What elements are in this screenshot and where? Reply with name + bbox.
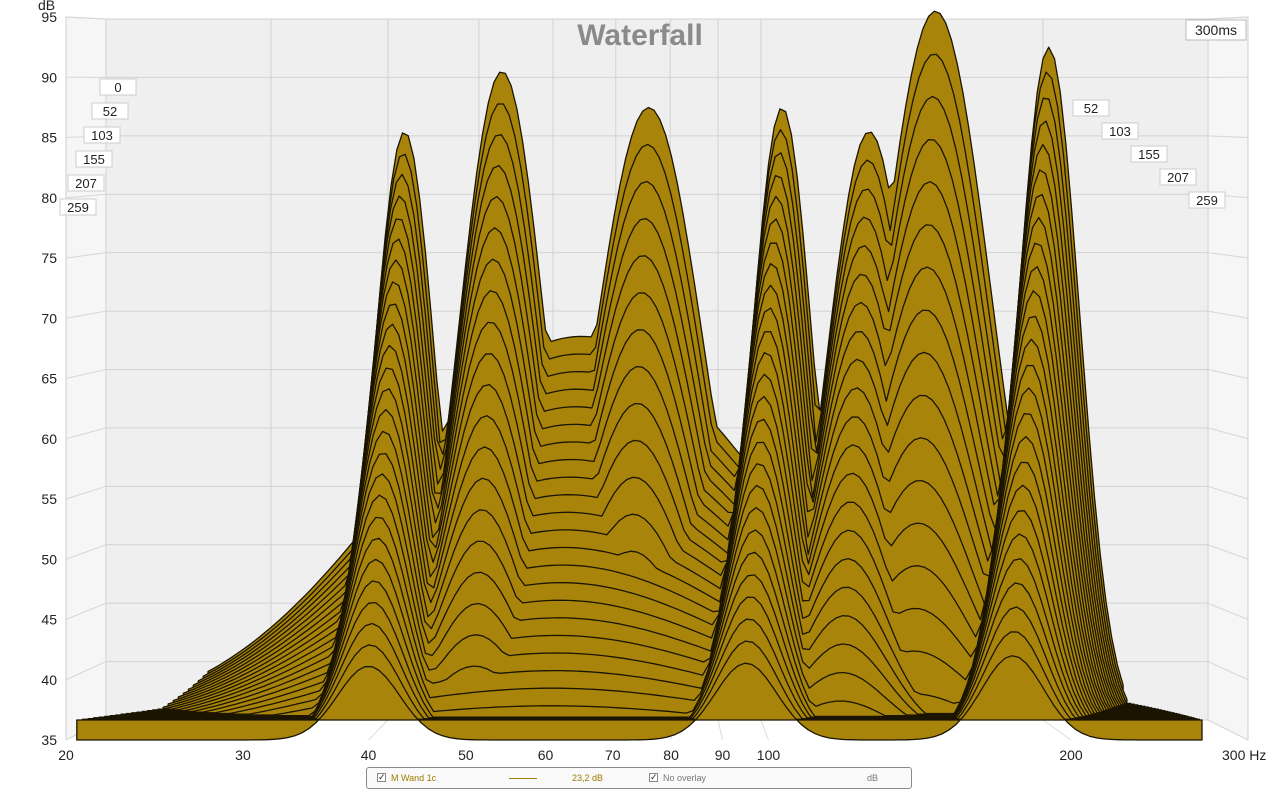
x-tick-label: 70 (605, 747, 621, 763)
x-tick-label: 80 (663, 747, 679, 763)
y-tick-label: 85 (41, 130, 57, 146)
x-tick-label: 20 (58, 747, 74, 763)
x-tick-label: 30 (235, 747, 251, 763)
y-axis-label: dB (38, 0, 55, 13)
legend-bar: ✓ M Wand 1c 23,2 dB ✓ No overlay dB (366, 767, 912, 789)
time-tick-label-right: 52 (1084, 101, 1098, 116)
waterfall-chart: dB 35 40 45 50 55 60 65 70 75 80 85 90 95 20 30 40 50 60 70… (38, 0, 1266, 763)
x-tick-label: 200 (1059, 747, 1083, 763)
x-tick-label: 50 (458, 747, 474, 763)
x-tick-label: 40 (361, 747, 377, 763)
time-axis-label: 300ms (1195, 22, 1237, 38)
time-tick-label-right: 259 (1196, 193, 1218, 208)
waterfall-slices (76, 10, 1203, 741)
time-tick-label-left: 207 (75, 176, 97, 191)
overlay-checkbox[interactable]: ✓ (649, 772, 658, 782)
y-tick-label: 65 (41, 371, 57, 387)
time-tick-label-left: 0 (114, 80, 121, 95)
y-tick-label: 70 (41, 310, 57, 326)
measurement-name: M Wand 1c (391, 773, 437, 783)
y-tick-label: 90 (41, 69, 57, 85)
y-tick-label: 40 (41, 672, 57, 688)
time-axis-label-box: 300ms (1185, 19, 1247, 41)
x-tick-label: 90 (715, 747, 731, 763)
chart-axes: dB 35 40 45 50 55 60 65 70 75 80 85 90 95 20 30 40 50 60 70… (38, 0, 1266, 763)
y-tick-label: 50 (41, 551, 57, 567)
time-tick-label-right: 103 (1109, 124, 1131, 139)
time-tick-label-left: 155 (83, 152, 105, 167)
time-tick-label-right: 155 (1138, 147, 1160, 162)
waterfall-slice (76, 655, 1203, 741)
time-tick-label-left: 52 (103, 104, 117, 119)
y-tick-label: 55 (41, 491, 57, 507)
measurement-value: 23,2 dB (572, 773, 604, 783)
time-tick-label-left: 103 (91, 128, 113, 143)
time-tick-label-left: 259 (67, 200, 89, 215)
y-tick-label: 75 (41, 250, 57, 266)
x-tick-label: 60 (538, 747, 554, 763)
overlay-unit: dB (867, 773, 879, 783)
y-tick-label: 45 (41, 612, 57, 628)
chart-title: Waterfall (577, 19, 703, 52)
y-tick-label: 95 (41, 9, 57, 25)
y-tick-label: 35 (41, 732, 57, 748)
y-tick-label: 60 (41, 431, 57, 447)
x-tick-label: 300 Hz (1222, 747, 1266, 763)
overlay-label: No overlay (663, 773, 707, 783)
time-tick-label-right: 207 (1167, 170, 1189, 185)
measurement-checkbox[interactable]: ✓ (377, 772, 386, 782)
x-tick-label: 100 (757, 747, 781, 763)
measurement-line-swatch (509, 778, 537, 779)
y-tick-label: 80 (41, 190, 57, 206)
